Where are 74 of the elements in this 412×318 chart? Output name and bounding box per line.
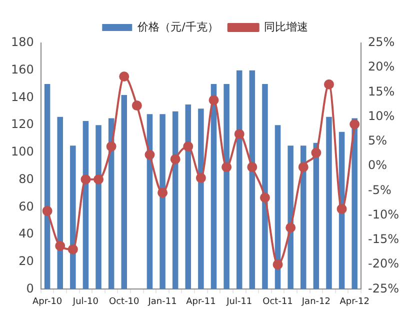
x-tick-label: Apr-12 <box>340 296 370 307</box>
y-tick-label: 20 <box>18 254 34 268</box>
y2-tick-label: 25% <box>368 35 395 50</box>
point <box>350 119 360 130</box>
point <box>311 148 322 158</box>
y-tick-label: 180 <box>11 35 34 50</box>
x-tick-label: Jul-11 <box>226 296 252 307</box>
point <box>183 141 194 152</box>
legend-label: 同比增速 <box>264 20 308 34</box>
point <box>68 244 78 254</box>
point <box>298 162 308 172</box>
point <box>170 154 180 164</box>
bar <box>249 70 256 290</box>
x-tick-label: Oct-11 <box>262 296 293 307</box>
bar <box>57 116 63 290</box>
point <box>132 100 142 111</box>
bar <box>44 84 50 290</box>
x-tick-label: Oct-10 <box>108 296 140 307</box>
x-tick-label: Jan-12 <box>300 296 330 307</box>
y2-tick-label: -25% <box>368 281 400 296</box>
point <box>208 95 219 106</box>
bar <box>121 94 128 290</box>
bar <box>300 146 306 290</box>
point <box>336 204 347 214</box>
y-tick-label: 60 <box>18 199 34 214</box>
point <box>272 260 283 270</box>
bar <box>262 84 268 290</box>
y2-tick-label: -20% <box>368 256 400 271</box>
point <box>260 192 270 203</box>
bar <box>160 114 166 290</box>
point <box>55 240 66 251</box>
y2-tick-label: 20% <box>368 60 395 74</box>
y-tick-label: 140 <box>11 90 34 104</box>
point <box>119 71 130 82</box>
x-tick-label: Apr-11 <box>186 296 216 307</box>
bar <box>96 125 102 290</box>
bar <box>185 104 192 290</box>
point <box>158 188 168 198</box>
x-tick-label: Jan-11 <box>147 296 177 307</box>
x-tick-label: Apr-10 <box>32 296 62 307</box>
y2-tick-label: -10% <box>368 207 400 222</box>
y-tick-label: 0 <box>26 281 34 296</box>
bar <box>224 84 230 290</box>
x-tick-label: Jul-10 <box>72 296 99 307</box>
point <box>222 162 232 172</box>
y2-tick-label: -15% <box>368 232 400 246</box>
y2-tick-label: 10% <box>368 108 395 123</box>
point <box>80 174 91 184</box>
point <box>94 174 104 184</box>
y-tick-label: 120 <box>11 117 34 132</box>
point <box>234 129 244 140</box>
y-tick-label: 100 <box>11 144 34 159</box>
bar <box>172 111 178 290</box>
bar <box>288 146 294 290</box>
bar <box>70 146 76 290</box>
y2-tick-label: 0% <box>368 158 388 172</box>
bar <box>198 108 204 290</box>
y2-tick-label: 15% <box>368 84 395 98</box>
y-tick-label: 160 <box>11 62 34 76</box>
y2-tick-label: -5% <box>368 182 392 197</box>
point <box>196 172 206 183</box>
y-tick-label: 80 <box>18 172 34 186</box>
point <box>247 162 258 172</box>
y-tick-label: 40 <box>18 226 34 241</box>
point <box>324 79 334 90</box>
point <box>144 150 155 160</box>
point <box>42 206 52 216</box>
point <box>286 222 296 233</box>
y2-tick-label: 5% <box>368 134 388 148</box>
bar <box>210 84 217 290</box>
bar <box>326 116 332 290</box>
legend-label: 价格（元/千克） <box>136 20 218 34</box>
bar <box>236 70 242 290</box>
point <box>106 141 116 152</box>
